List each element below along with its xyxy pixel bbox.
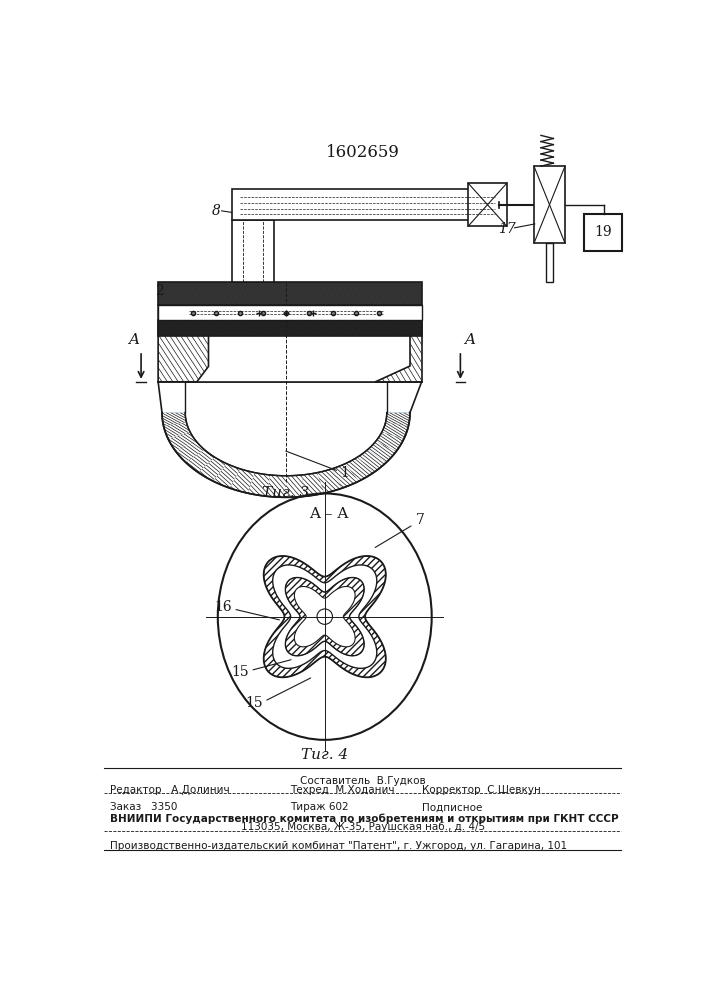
Polygon shape (294, 586, 355, 647)
Text: 7: 7 (375, 513, 425, 547)
Polygon shape (368, 441, 397, 462)
Polygon shape (158, 305, 209, 382)
Polygon shape (158, 320, 421, 336)
Polygon shape (175, 441, 204, 462)
Polygon shape (247, 473, 270, 496)
Polygon shape (158, 282, 421, 305)
Polygon shape (230, 469, 255, 493)
Text: 15: 15 (245, 696, 263, 710)
Text: 8: 8 (212, 204, 221, 218)
Bar (232, 189, 499, 220)
Bar (585, 214, 621, 251)
Text: Техред  М.Ходанич: Техред М.Ходанич (290, 785, 395, 795)
Polygon shape (273, 565, 377, 668)
Polygon shape (332, 464, 359, 488)
Polygon shape (186, 450, 215, 472)
Circle shape (317, 609, 332, 624)
Text: 15: 15 (231, 665, 249, 679)
Text: Тираж 602: Тираж 602 (290, 802, 349, 812)
Polygon shape (317, 469, 342, 493)
Polygon shape (230, 469, 255, 493)
Polygon shape (186, 450, 215, 472)
Polygon shape (357, 450, 386, 472)
Polygon shape (199, 457, 227, 481)
Text: A: A (464, 333, 475, 347)
Text: Заказ   3350: Заказ 3350 (110, 802, 177, 812)
Polygon shape (375, 432, 404, 451)
Text: Подписное: Подписное (421, 802, 482, 812)
Bar (534, 166, 565, 243)
Polygon shape (357, 450, 386, 472)
Text: 16: 16 (214, 600, 232, 614)
Polygon shape (162, 413, 187, 426)
Polygon shape (267, 475, 286, 497)
Text: 1: 1 (340, 466, 349, 480)
Polygon shape (213, 464, 240, 488)
Polygon shape (247, 473, 270, 496)
Text: 2: 2 (156, 284, 164, 298)
Polygon shape (382, 422, 409, 439)
Polygon shape (345, 457, 374, 481)
Polygon shape (302, 473, 325, 496)
Polygon shape (213, 464, 240, 488)
Text: 17: 17 (498, 222, 515, 236)
Polygon shape (162, 413, 187, 426)
Text: 19: 19 (594, 225, 612, 239)
Polygon shape (286, 475, 305, 497)
Polygon shape (375, 432, 404, 451)
Bar (468, 183, 507, 226)
Polygon shape (158, 282, 421, 305)
Polygon shape (286, 578, 364, 656)
Bar (546, 243, 554, 282)
Polygon shape (175, 441, 204, 462)
Text: Составитель  В.Гудков: Составитель В.Гудков (300, 776, 426, 786)
Polygon shape (158, 305, 209, 382)
Polygon shape (168, 432, 197, 451)
Polygon shape (163, 422, 190, 439)
Text: 113035, Москва, Ж-35, Раушская наб., д. 4/5: 113035, Москва, Ж-35, Раушская наб., д. … (240, 822, 485, 832)
Polygon shape (168, 432, 197, 451)
Polygon shape (345, 457, 374, 481)
Text: Производственно-издательский комбинат "Патент", г. Ужгород, ул. Гагарина, 101: Производственно-издательский комбинат "П… (110, 841, 567, 851)
Text: ВНИИПИ Государственного комитета по изобретениям и открытиям при ГКНТ СССР: ВНИИПИ Государственного комитета по изоб… (110, 813, 619, 824)
Polygon shape (264, 556, 386, 677)
Text: Корректор  С.Шевкун: Корректор С.Шевкун (421, 785, 540, 795)
Polygon shape (385, 413, 410, 426)
Polygon shape (302, 473, 325, 496)
Text: Τиг. 4: Τиг. 4 (301, 748, 349, 762)
Polygon shape (368, 441, 397, 462)
Polygon shape (375, 305, 421, 382)
Polygon shape (382, 422, 409, 439)
Polygon shape (332, 464, 359, 488)
Text: A – A: A – A (309, 507, 349, 521)
Bar (232, 220, 274, 282)
Polygon shape (375, 305, 421, 382)
Text: 1602659: 1602659 (326, 144, 399, 161)
Polygon shape (199, 457, 227, 481)
Text: Τиг. 3: Τиг. 3 (262, 486, 310, 500)
Polygon shape (158, 320, 421, 336)
Text: A: A (128, 333, 139, 347)
Ellipse shape (218, 493, 432, 740)
Polygon shape (286, 475, 305, 497)
Polygon shape (163, 422, 190, 439)
Polygon shape (385, 413, 410, 426)
Polygon shape (317, 469, 342, 493)
Polygon shape (267, 475, 286, 497)
Bar (158, 305, 421, 320)
Text: Редактор   А.Долинич: Редактор А.Долинич (110, 785, 230, 795)
